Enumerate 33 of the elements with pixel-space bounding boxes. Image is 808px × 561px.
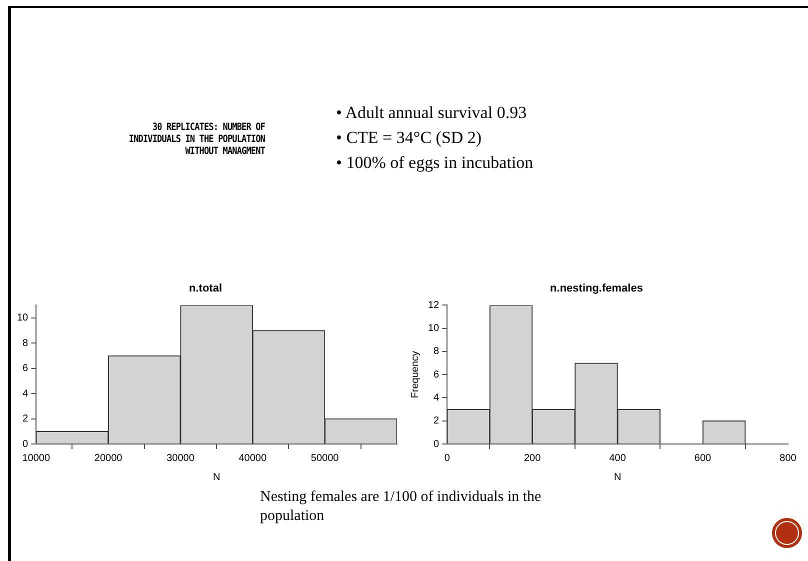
y-tick-label: 8 xyxy=(22,338,29,349)
x-tick-label: 10000 xyxy=(22,452,50,464)
x-axis-title: N xyxy=(614,472,622,483)
y-tick-label: 10 xyxy=(428,323,440,334)
y-tick-label: 2 xyxy=(22,414,29,425)
x-tick-label: 50000 xyxy=(310,452,340,464)
x-axis-title: N xyxy=(212,472,220,483)
chart-title: n.nesting.females xyxy=(550,282,643,295)
x-tick-label: 20000 xyxy=(94,452,123,464)
y-tick-label: 0 xyxy=(434,438,440,450)
y-tick-label: 8 xyxy=(434,346,440,358)
y-tick-label: 6 xyxy=(434,369,440,380)
y-tick-label: 0 xyxy=(22,438,29,450)
text: • Adult annual survival 0.93 xyxy=(336,102,528,124)
text: Nesting females are 1/100 of individuals in the population xyxy=(260,488,542,526)
chart-title: n.total xyxy=(189,282,222,295)
y-tick-label: 12 xyxy=(428,300,440,311)
y-tick-label: 2 xyxy=(434,416,440,427)
y-tick-label: 6 xyxy=(22,363,29,374)
y-tick-label: 4 xyxy=(434,392,440,404)
y-tick-label: 10 xyxy=(17,312,29,324)
y-axis-title: Frequency xyxy=(410,350,421,398)
x-tick-label: 400 xyxy=(609,452,626,464)
x-tick-label: 800 xyxy=(780,452,797,464)
y-tick-label: 4 xyxy=(22,388,29,400)
text: • CTE = 34°C (SD 2) xyxy=(336,127,483,149)
x-tick-label: 30000 xyxy=(166,452,195,464)
text: 30 REPLICATES: NUMBER OF INDIVIDUALS IN THE POPULATION WITHOUT MANAGMENT xyxy=(128,122,265,158)
x-tick-label: 0 xyxy=(444,452,450,464)
x-tick-label: 200 xyxy=(524,452,542,464)
text: • 100% of eggs in incubation xyxy=(336,152,534,174)
x-tick-label: 600 xyxy=(694,452,712,464)
x-tick-label: 40000 xyxy=(238,452,267,464)
